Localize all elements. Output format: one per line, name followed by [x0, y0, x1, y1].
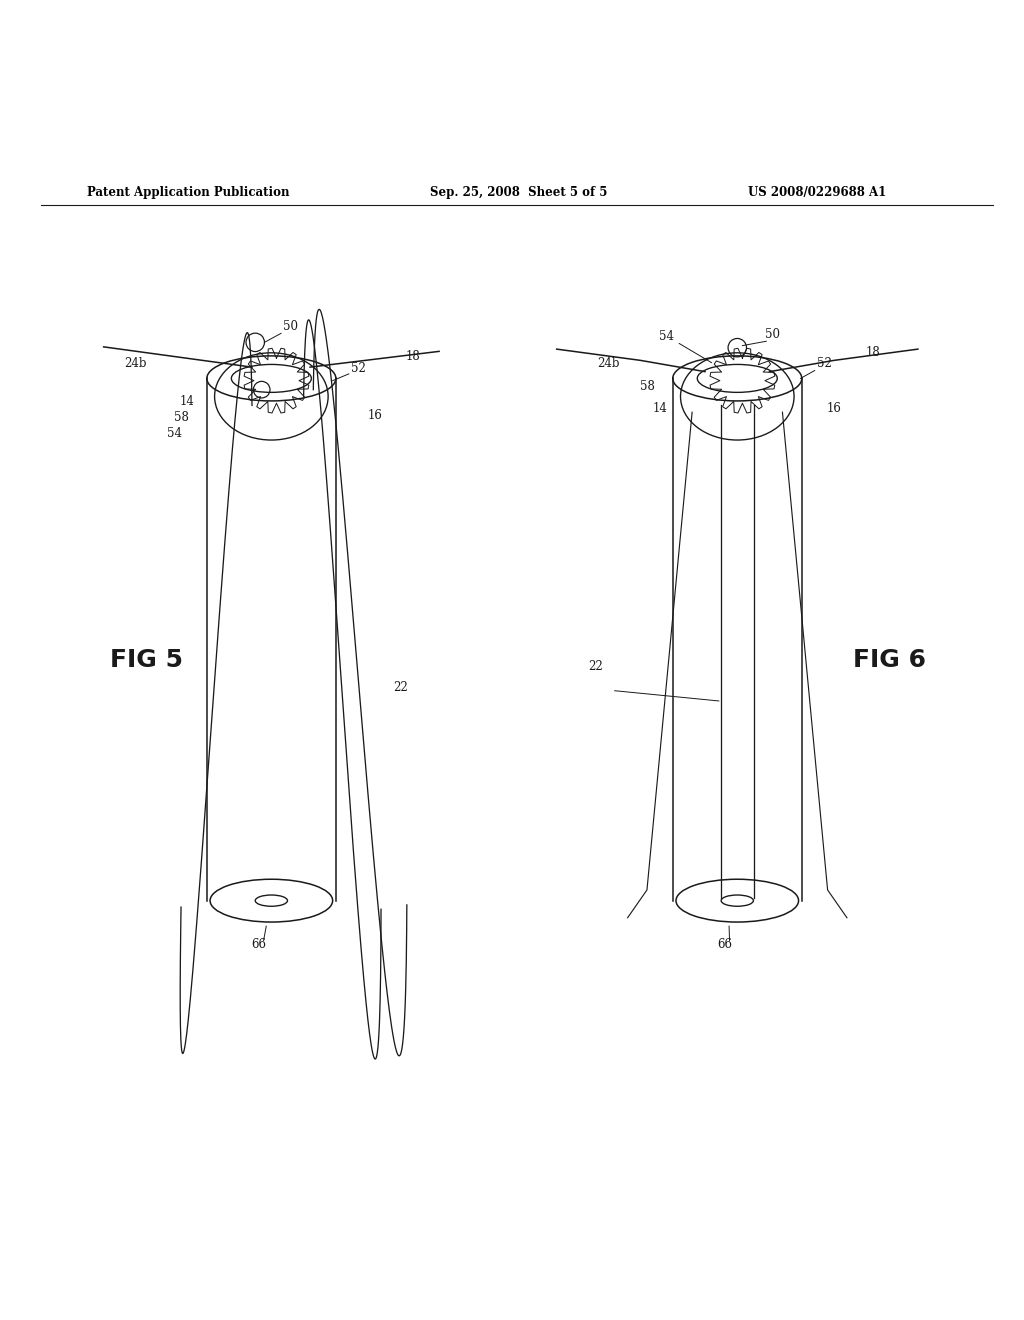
Text: 54: 54 — [658, 330, 674, 343]
Text: 18: 18 — [865, 346, 881, 359]
Text: 52: 52 — [351, 362, 366, 375]
Text: FIG 6: FIG 6 — [853, 648, 927, 672]
Text: 16: 16 — [368, 409, 382, 422]
Text: FIG 5: FIG 5 — [111, 648, 183, 672]
Text: 66: 66 — [717, 937, 732, 950]
Text: 14: 14 — [652, 403, 668, 416]
Text: US 2008/0229688 A1: US 2008/0229688 A1 — [748, 186, 886, 198]
Text: Patent Application Publication: Patent Application Publication — [87, 186, 290, 198]
Text: 58: 58 — [640, 380, 654, 392]
Text: 24b: 24b — [125, 358, 147, 370]
Text: Sep. 25, 2008  Sheet 5 of 5: Sep. 25, 2008 Sheet 5 of 5 — [430, 186, 607, 198]
Text: 18: 18 — [406, 350, 421, 363]
Text: 50: 50 — [765, 327, 780, 341]
Text: 24b: 24b — [597, 358, 620, 370]
Text: 22: 22 — [393, 681, 408, 694]
Text: 54: 54 — [167, 426, 182, 440]
Text: 16: 16 — [826, 403, 842, 416]
Text: 22: 22 — [588, 660, 603, 673]
Text: 52: 52 — [817, 358, 831, 370]
Text: 14: 14 — [180, 396, 195, 408]
Text: 58: 58 — [174, 412, 188, 424]
Text: 66: 66 — [251, 937, 266, 950]
Text: 50: 50 — [284, 319, 298, 333]
